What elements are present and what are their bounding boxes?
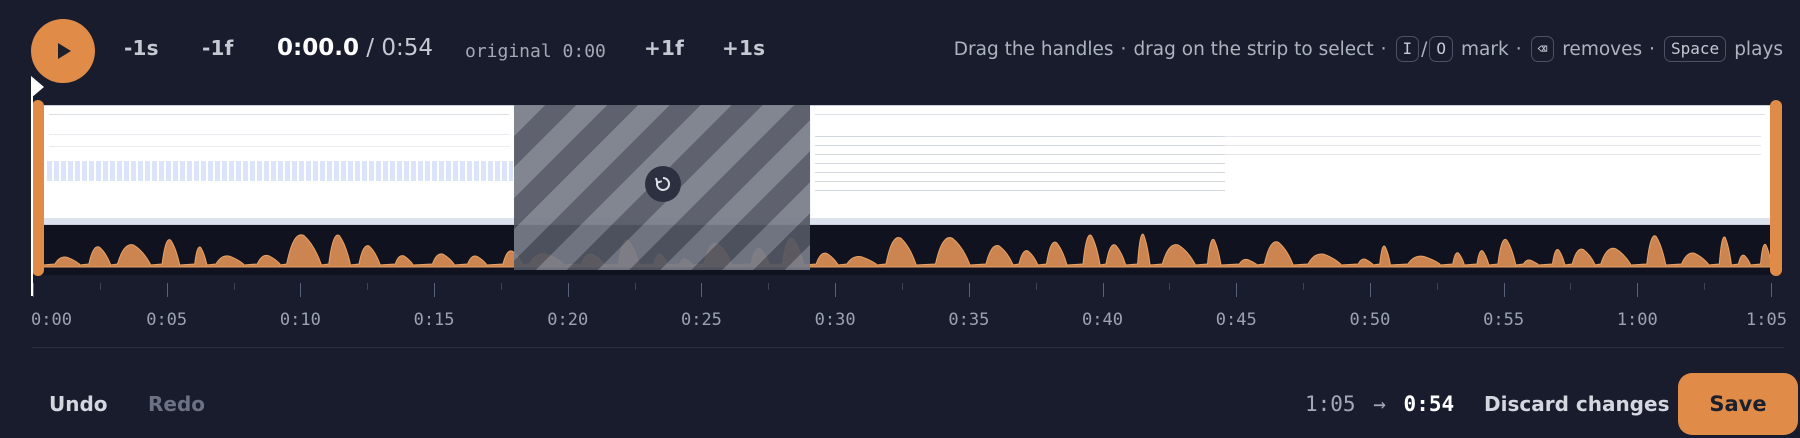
key-out: O — [1429, 36, 1454, 62]
plus-frame-button[interactable]: +1f — [644, 36, 684, 60]
hint-slash: / — [1421, 38, 1428, 60]
minor-tick — [1035, 283, 1037, 290]
minor-tick — [768, 283, 770, 290]
hint-dot: · — [1649, 38, 1656, 60]
playhead-line — [31, 96, 33, 296]
restore-segment-button[interactable] — [645, 166, 681, 202]
timecode: 0:00.0 / 0:54 — [277, 35, 433, 61]
audio-waveform — [42, 233, 1772, 268]
redo-button[interactable]: Redo — [148, 392, 206, 416]
play-icon — [58, 43, 71, 59]
plus-second-button[interactable]: +1s — [722, 36, 766, 60]
tick-label: 0:35 — [948, 310, 990, 330]
tick-label: 0:55 — [1483, 310, 1525, 330]
hint-text-removes: removes — [1562, 38, 1643, 60]
major-tick — [1637, 283, 1639, 297]
hint-dot: · — [1380, 38, 1387, 60]
tick-label: 0:45 — [1215, 310, 1257, 330]
major-tick — [33, 283, 34, 297]
tick-label: 0:40 — [1082, 310, 1124, 330]
tick-label: 0:30 — [814, 310, 856, 330]
minor-tick — [233, 283, 235, 290]
edited-duration: 0:54 — [381, 35, 433, 61]
key-delete: ⌫ — [1530, 36, 1555, 62]
minor-tick — [500, 283, 502, 290]
discard-changes-button[interactable]: Discard changes — [1484, 392, 1670, 416]
minor-tick — [367, 283, 369, 290]
play-button[interactable] — [31, 19, 95, 83]
minor-tick — [99, 283, 101, 290]
tick-label: 0:25 — [680, 310, 722, 330]
key-in: I — [1395, 36, 1420, 62]
thumbnail-table — [1221, 136, 1761, 156]
minor-tick — [902, 283, 903, 290]
minor-tick — [1303, 283, 1305, 290]
timecode-separator: / — [366, 35, 375, 61]
divider — [32, 347, 1784, 348]
arrow-icon: → — [1373, 392, 1386, 416]
key-space: Space — [1664, 36, 1727, 62]
timeline[interactable]: 0:00 0:05 0:10 0:15 0:20 0:25 0:30 0:35 0:40 0:45… — [0, 76, 1800, 330]
restore-icon — [655, 176, 670, 191]
tick-label: 0:10 — [279, 310, 321, 330]
tick-label: 0:15 — [413, 310, 455, 330]
tick-label: 0:00 — [31, 310, 72, 330]
major-tick — [1236, 283, 1238, 297]
major-tick — [434, 283, 436, 297]
thumbnail-segment — [43, 106, 516, 224]
tick-label: 0:05 — [146, 310, 188, 330]
strip-bottom-bar — [43, 218, 1771, 224]
thumbnail-bars — [47, 161, 513, 181]
minus-frame-button[interactable]: -1f — [202, 36, 234, 60]
major-tick — [1369, 283, 1371, 297]
tick-label: 1:05 — [1746, 310, 1787, 330]
current-time: 0:00.0 — [277, 35, 359, 61]
trim-handle-end[interactable] — [1770, 100, 1782, 276]
hint-text-mark: mark — [1461, 38, 1509, 60]
major-tick — [1771, 283, 1772, 297]
thumbnail-table — [815, 136, 1225, 196]
length-summary: 1:05 → 0:54 — [1305, 392, 1454, 416]
major-tick — [300, 283, 302, 297]
undo-button[interactable]: Undo — [49, 392, 108, 416]
keyboard-hint: Drag the handles · drag on the strip to … — [954, 36, 1783, 62]
minor-tick — [1169, 283, 1171, 290]
save-button[interactable]: Save — [1678, 373, 1798, 435]
hint-text-handles: Drag the handles — [953, 38, 1114, 60]
major-tick — [701, 283, 703, 297]
tick-label: 0:50 — [1349, 310, 1391, 330]
hint-dot: · — [1515, 38, 1522, 60]
major-tick — [968, 283, 970, 297]
major-tick — [1102, 283, 1104, 297]
major-tick — [166, 283, 168, 297]
minor-tick — [1570, 283, 1572, 290]
hint-dot: · — [1120, 38, 1127, 60]
toolbar: -1s -1f 0:00.0 / 0:54 original 0:00 +1f … — [0, 0, 1800, 100]
time-ruler: 0:00 0:05 0:10 0:15 0:20 0:25 0:30 0:35 0:40 0:45… — [0, 283, 1800, 343]
thumbnail-strip[interactable] — [42, 105, 1772, 225]
minor-tick — [1436, 283, 1438, 290]
hint-text-plays: plays — [1734, 38, 1783, 60]
playhead-marker[interactable] — [31, 76, 44, 98]
tick-label: 0:20 — [547, 310, 589, 330]
major-tick — [567, 283, 569, 297]
major-tick — [835, 283, 837, 297]
minor-tick — [1704, 283, 1706, 290]
original-length: 1:05 — [1305, 392, 1356, 416]
original-time: original 0:00 — [465, 41, 606, 62]
major-tick — [1503, 283, 1505, 297]
minor-tick — [634, 283, 636, 290]
thumbnail-segment — [811, 106, 1771, 224]
minus-second-button[interactable]: -1s — [124, 36, 159, 60]
edited-length: 0:54 — [1403, 392, 1455, 416]
tick-label: 1:00 — [1616, 310, 1658, 330]
hint-text-strip: drag on the strip to select — [1133, 38, 1374, 60]
trim-handle-start[interactable] — [32, 100, 44, 276]
